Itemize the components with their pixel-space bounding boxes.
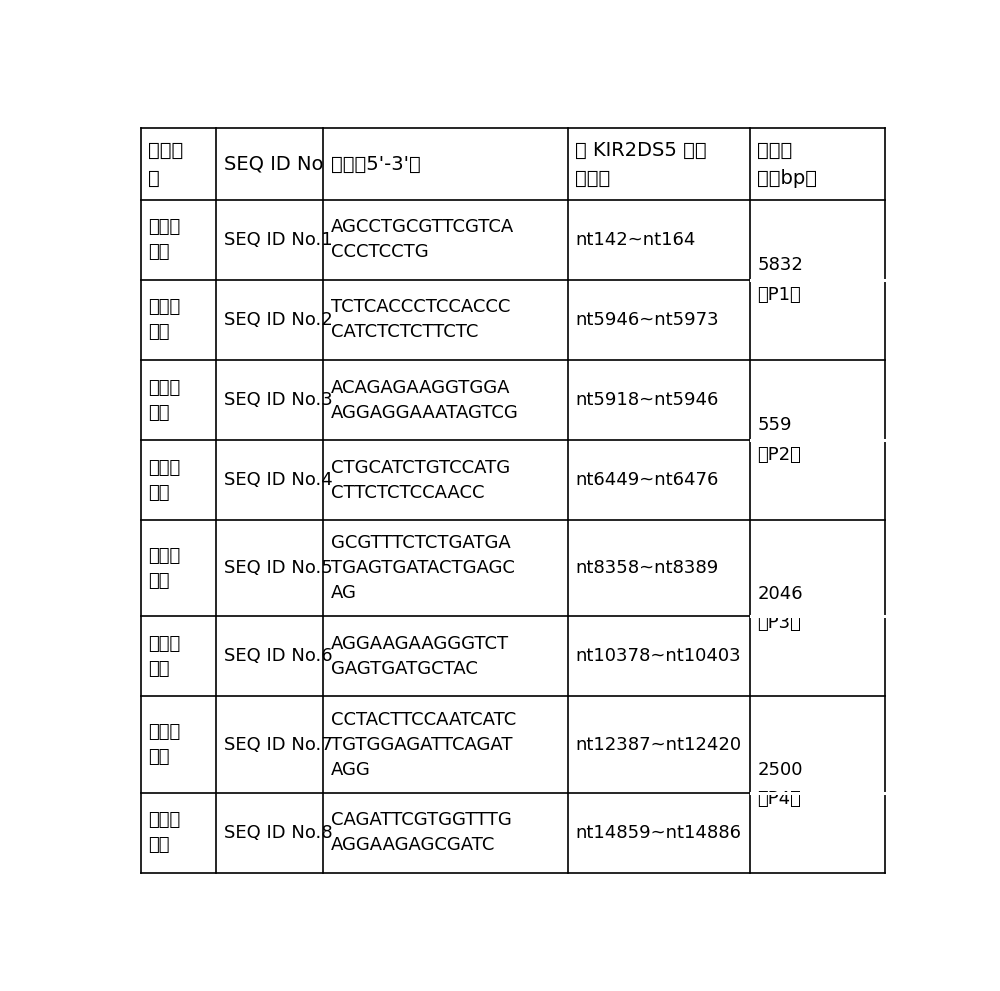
Text: CAGATTCGTGGTTTG
AGGAAGAGCGATC: CAGATTCGTGGTTTG AGGAAGAGCGATC (331, 812, 512, 854)
Text: 扩增引
物六: 扩增引 物六 (148, 635, 180, 678)
Text: 扩增引
物八: 扩增引 物八 (148, 812, 180, 854)
Bar (323, 520, 568, 616)
Text: SEQ ID No.1: SEQ ID No.1 (224, 231, 333, 249)
Text: nt5918~nt5946: nt5918~nt5946 (575, 391, 719, 409)
Bar (750, 360, 885, 440)
Bar (216, 697, 323, 793)
Bar (323, 200, 568, 280)
Bar (140, 793, 216, 873)
Bar (323, 360, 568, 440)
Text: nt12387~nt12420: nt12387~nt12420 (575, 735, 741, 753)
Bar (568, 520, 750, 616)
Bar (323, 697, 568, 793)
Text: SEQ ID No.6: SEQ ID No.6 (224, 647, 333, 665)
Text: 扩增长
度（bp）: 扩增长 度（bp） (757, 141, 817, 187)
Text: SEQ ID No: SEQ ID No (224, 155, 324, 173)
Bar (323, 440, 568, 520)
Text: nt10378~nt10403: nt10378~nt10403 (575, 647, 741, 665)
Bar (216, 440, 323, 520)
Text: 扩增引
物七: 扩增引 物七 (148, 723, 180, 766)
Text: 序列名
称: 序列名 称 (148, 141, 184, 187)
Bar (568, 616, 750, 697)
Text: 扩增引
物二: 扩增引 物二 (148, 298, 180, 342)
Bar (568, 128, 750, 200)
Bar (750, 616, 885, 697)
Bar (140, 616, 216, 697)
Text: nt142~nt164: nt142~nt164 (575, 231, 696, 249)
Bar (750, 520, 885, 616)
Bar (568, 280, 750, 360)
Text: 2500
（P4）: 2500 （P4） (757, 761, 803, 809)
Bar (140, 520, 216, 616)
Bar (568, 793, 750, 873)
Bar (216, 128, 323, 200)
Text: nt5946~nt5973: nt5946~nt5973 (575, 311, 719, 329)
Text: 扩增引
物一: 扩增引 物一 (148, 218, 180, 262)
Bar (140, 280, 216, 360)
Bar (750, 793, 885, 873)
Bar (140, 200, 216, 280)
Text: 5832
（P1）: 5832 （P1） (757, 257, 803, 303)
Bar (750, 280, 885, 360)
Text: 扩增引
物三: 扩增引 物三 (148, 379, 180, 421)
Text: AGCCTGCGTTCGTCA
CCCTCCTG: AGCCTGCGTTCGTCA CCCTCCTG (331, 218, 514, 262)
Bar (140, 440, 216, 520)
Text: SEQ ID No.8: SEQ ID No.8 (224, 824, 333, 841)
Bar (323, 128, 568, 200)
Bar (568, 200, 750, 280)
Bar (323, 793, 568, 873)
Bar (750, 697, 885, 793)
Bar (323, 616, 568, 697)
Text: SEQ ID No.2: SEQ ID No.2 (224, 311, 333, 329)
Text: nt14859~nt14886: nt14859~nt14886 (575, 824, 741, 841)
Text: SEQ ID No.7: SEQ ID No.7 (224, 735, 333, 753)
Bar (216, 360, 323, 440)
Text: 2046
（P3）: 2046 （P3） (757, 585, 803, 632)
Bar (323, 280, 568, 360)
Text: 在 KIR2DS5 基因
的位置: 在 KIR2DS5 基因 的位置 (575, 141, 707, 187)
Bar (216, 793, 323, 873)
Text: 扩增引
物四: 扩增引 物四 (148, 459, 180, 501)
Bar (140, 128, 216, 200)
Bar (216, 520, 323, 616)
Text: SEQ ID No.5: SEQ ID No.5 (224, 559, 333, 577)
Text: GCGTTTCTCTGATGA
TGAGTGATACTGAGC
AG: GCGTTTCTCTGATGA TGAGTGATACTGAGC AG (331, 534, 515, 603)
Bar (216, 280, 323, 360)
Text: nt8358~nt8389: nt8358~nt8389 (575, 559, 719, 577)
Bar (568, 440, 750, 520)
Bar (216, 200, 323, 280)
Bar (568, 360, 750, 440)
Text: SEQ ID No.4: SEQ ID No.4 (224, 471, 333, 489)
Bar (140, 360, 216, 440)
Text: nt6449~nt6476: nt6449~nt6476 (575, 471, 719, 489)
Bar (216, 616, 323, 697)
Text: 559
（P2）: 559 （P2） (757, 416, 801, 464)
Bar (750, 440, 885, 520)
Text: 序列（5'-3'）: 序列（5'-3'） (331, 155, 421, 173)
Text: SEQ ID No.3: SEQ ID No.3 (224, 391, 333, 409)
Text: CTGCATCTGTCCATG
CTTCTCTCCAACC: CTGCATCTGTCCATG CTTCTCTCCAACC (331, 459, 510, 501)
Bar (750, 200, 885, 280)
Text: CCTACTTCCAATCATC
TGTGGAGATTCAGAT
AGG: CCTACTTCCAATCATC TGTGGAGATTCAGAT AGG (331, 711, 516, 779)
Bar (568, 697, 750, 793)
Bar (140, 697, 216, 793)
Text: AGGAAGAAGGGTCT
GAGTGATGCTAC: AGGAAGAAGGGTCT GAGTGATGCTAC (331, 635, 509, 678)
Text: 扩增引
物五: 扩增引 物五 (148, 547, 180, 590)
Text: ACAGAGAAGGTGGA
AGGAGGAAATAGTCG: ACAGAGAAGGTGGA AGGAGGAAATAGTCG (331, 379, 519, 421)
Bar (750, 128, 885, 200)
Text: TCTCACCCTCCACCC
CATCTCTCTTCTC: TCTCACCCTCCACCC CATCTCTCTTCTC (331, 298, 511, 342)
